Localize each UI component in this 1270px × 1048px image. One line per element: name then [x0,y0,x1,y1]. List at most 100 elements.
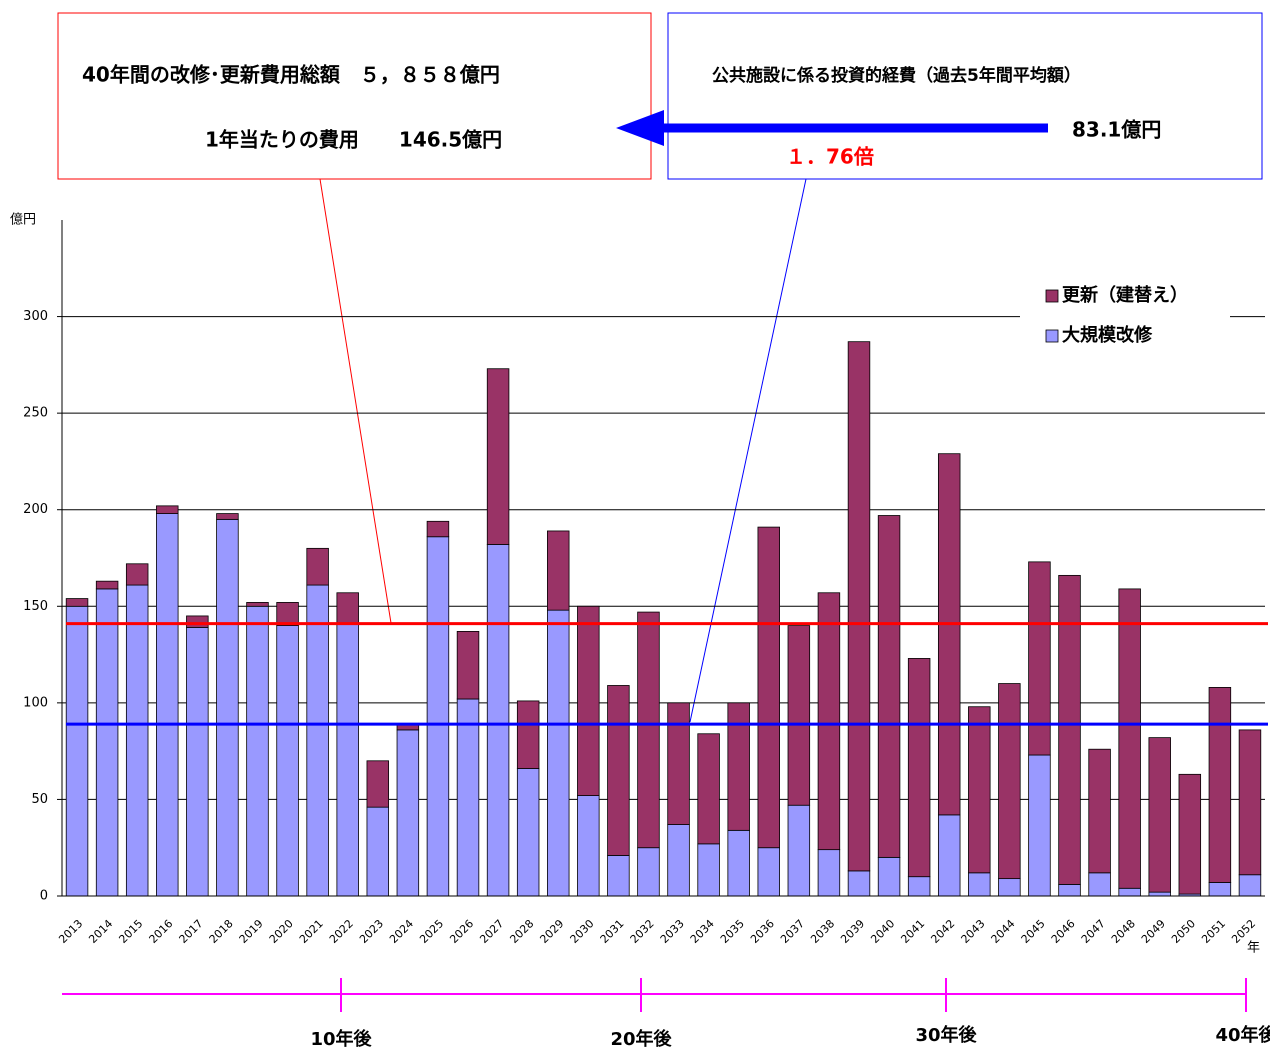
x-tick-label: 2042 [928,917,957,946]
bar-segment [1058,884,1081,897]
bar-segment [306,584,329,897]
legend-label: 大規模改修 [1062,324,1153,346]
bar-segment [607,855,630,897]
bar-segment [156,505,179,514]
bar-segment [667,702,690,825]
x-tick-label: 2041 [898,917,927,946]
x-tick-label: 2038 [808,917,837,946]
total-text: 40年間の改修･更新費用総額 ５，８５８億円 [82,63,500,87]
bar-segment [907,876,931,897]
bar-segment [937,814,961,897]
x-tick-label: 2025 [417,917,446,946]
bar-segment [125,584,149,897]
y-tick-label: 100 [23,695,48,710]
bar-segment [577,795,600,897]
y-tick-label: 300 [23,309,48,324]
bar-segment [95,588,119,897]
bar-segment [1118,887,1141,897]
bar-segment [456,698,480,897]
leader-line [689,178,807,723]
bar-segment [396,729,420,897]
bar-segment [486,544,510,897]
bar-segment [216,513,239,520]
invest-value: 83.1億円 [1072,118,1161,142]
x-tick-label: 2019 [237,917,266,946]
x-tick-label: 2029 [537,917,566,946]
y-tick-label: 200 [23,502,48,517]
ratio-text: １．76倍 [786,145,874,169]
x-tick-label: 2030 [568,917,597,946]
bar-segment [1148,737,1171,893]
x-tick-label: 2021 [297,917,326,946]
bar-segment [1148,891,1171,897]
bar-segment [727,829,750,897]
x-tick-label: 2028 [507,917,536,946]
x-tick-label: 2051 [1199,917,1228,946]
bar-segment [1208,687,1232,883]
timeline-label: 10年後 [310,1028,372,1048]
x-tick-label: 2036 [748,917,777,946]
bar-segment [1058,574,1081,885]
bar-segment [817,849,841,897]
x-tick-label: 2024 [387,917,416,946]
bar-segment [366,806,390,897]
bar-segment [907,658,931,878]
x-tick-label: 2043 [959,917,988,946]
y-tick-label: 50 [31,792,48,807]
bar-segment [366,760,390,808]
x-tick-label: 2027 [477,917,506,946]
bar-segment [336,623,359,897]
bar-segment [1238,874,1262,897]
legend-swatch [1045,329,1059,343]
bar-segment [1028,754,1051,897]
bar-segment [577,605,600,796]
x-tick-label: 2014 [86,917,115,946]
bar-segment [95,580,119,590]
bar-segment [968,706,991,874]
average-text: 1年当たりの費用 146.5億円 [205,128,502,152]
bar-segment [1238,729,1262,876]
invest-box [667,12,1263,180]
bar-segment [757,526,780,849]
bar-segment [336,592,359,625]
x-tick-label: 2035 [718,917,747,946]
bar-segment [968,872,991,897]
bar-segment [486,368,510,545]
x-unit: 年 [1247,941,1260,956]
x-tick-label: 2046 [1049,917,1078,946]
bar-segment [937,453,961,816]
bar-segment [1208,882,1232,897]
bar-segment [998,878,1021,897]
bar-segment [787,804,811,897]
bar-segment [306,547,329,586]
x-tick-label: 2047 [1079,917,1108,946]
bar-segment [637,847,660,897]
y-tick-label: 150 [23,599,48,614]
bar-segment [637,611,660,849]
x-tick-label: 2031 [598,917,627,946]
bar-segment [757,847,780,897]
bar-segment [186,627,209,897]
bar-segment [1088,748,1111,874]
x-tick-label: 2039 [838,917,867,946]
bar-segment [516,768,540,897]
bar-segment [998,683,1021,880]
bar-segment [727,702,750,831]
bar-segment [125,563,149,586]
y-unit: 億円 [10,213,36,228]
timeline-label: 40年後 [1215,1024,1270,1046]
leader-line [319,178,392,624]
legend-label: 更新（建替え） [1062,284,1188,306]
x-tick-label: 2048 [1109,917,1138,946]
bar-segment [877,856,901,897]
bar-segment [847,341,871,872]
invest-text: 公共施設に係る投資的経費（過去5年間平均額） [712,65,1081,86]
bar-segment [65,598,89,607]
timeline-label: 30年後 [915,1024,977,1046]
bar-segment [216,518,239,897]
bar-segment [276,602,299,626]
x-tick-label: 2013 [56,917,85,946]
x-tick-label: 2020 [267,917,296,946]
x-tick-label: 2023 [357,917,386,946]
